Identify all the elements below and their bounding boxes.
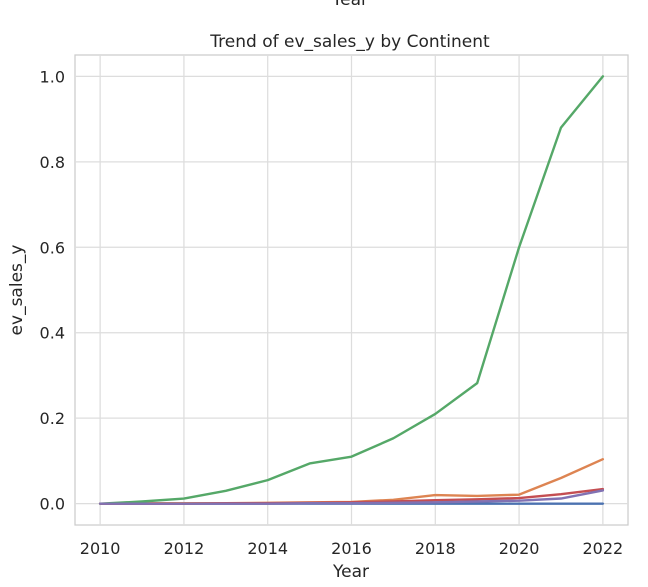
y-tick-label: 0.8 <box>40 153 65 172</box>
top-clipped-label: Year <box>331 0 368 10</box>
x-tick-label: 2010 <box>80 539 121 558</box>
chart-title: Trend of ev_sales_y by Continent <box>209 32 490 52</box>
x-tick-labels: 2010 2012 2014 2016 2018 2020 2022 <box>80 539 623 558</box>
y-tick-label: 0.6 <box>40 238 65 257</box>
x-tick-label: 2014 <box>247 539 288 558</box>
series-line-5 <box>98 489 605 505</box>
series-layer <box>98 75 605 505</box>
y-tick-label: 1.0 <box>40 67 65 86</box>
x-tick-label: 2020 <box>499 539 540 558</box>
x-tick-label: 2022 <box>583 539 624 558</box>
y-tick-label: 0.4 <box>40 324 65 343</box>
x-tick-label: 2018 <box>415 539 456 558</box>
x-tick-label: 2012 <box>164 539 205 558</box>
y-tick-label: 0.0 <box>40 495 65 514</box>
y-tick-label: 0.2 <box>40 409 65 428</box>
grid-layer <box>75 55 628 525</box>
series-line-3 <box>98 75 605 505</box>
x-tick-label: 2016 <box>331 539 372 558</box>
y-axis-label: ev_sales_y <box>7 245 27 336</box>
y-tick-labels: 0.0 0.2 0.4 0.6 0.8 1.0 <box>40 67 65 513</box>
x-axis-label: Year <box>332 562 369 582</box>
